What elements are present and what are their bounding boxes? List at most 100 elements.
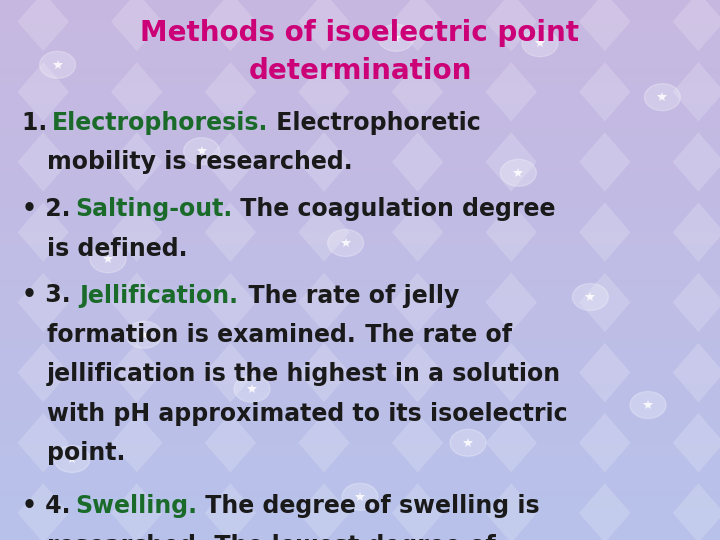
- Polygon shape: [485, 483, 537, 540]
- Polygon shape: [392, 413, 444, 472]
- Polygon shape: [298, 0, 350, 51]
- Polygon shape: [392, 483, 444, 540]
- Text: The rate of jelly: The rate of jelly: [239, 284, 459, 307]
- Polygon shape: [392, 132, 444, 192]
- Text: Jellification.: Jellification.: [80, 284, 239, 307]
- Text: The coagulation degree: The coagulation degree: [232, 197, 556, 221]
- Text: point.: point.: [47, 441, 125, 465]
- Circle shape: [630, 392, 666, 418]
- Polygon shape: [672, 0, 720, 51]
- Polygon shape: [485, 202, 537, 262]
- Polygon shape: [672, 62, 720, 122]
- Polygon shape: [204, 483, 256, 540]
- Polygon shape: [111, 62, 163, 122]
- Text: Electrophoresis.: Electrophoresis.: [52, 111, 268, 134]
- Polygon shape: [111, 273, 163, 332]
- Polygon shape: [298, 343, 350, 402]
- Polygon shape: [672, 132, 720, 192]
- Polygon shape: [579, 0, 631, 51]
- Polygon shape: [111, 202, 163, 262]
- Polygon shape: [204, 62, 256, 122]
- Text: Salting-out.: Salting-out.: [75, 197, 232, 221]
- Polygon shape: [298, 273, 350, 332]
- Polygon shape: [111, 413, 163, 472]
- Circle shape: [522, 30, 558, 57]
- Polygon shape: [298, 62, 350, 122]
- Polygon shape: [111, 343, 163, 402]
- Polygon shape: [579, 413, 631, 472]
- Polygon shape: [17, 62, 69, 122]
- Polygon shape: [672, 413, 720, 472]
- Polygon shape: [111, 483, 163, 540]
- Circle shape: [342, 483, 378, 510]
- Polygon shape: [672, 483, 720, 540]
- Polygon shape: [485, 62, 537, 122]
- Text: The degree of swelling is: The degree of swelling is: [197, 494, 539, 518]
- Text: Swelling.: Swelling.: [75, 494, 197, 518]
- Polygon shape: [579, 132, 631, 192]
- Polygon shape: [17, 483, 69, 540]
- Polygon shape: [672, 343, 720, 402]
- Polygon shape: [485, 132, 537, 192]
- Text: 1.: 1.: [22, 111, 52, 134]
- Polygon shape: [204, 132, 256, 192]
- Circle shape: [90, 246, 126, 273]
- Polygon shape: [17, 202, 69, 262]
- Polygon shape: [579, 343, 631, 402]
- Polygon shape: [579, 202, 631, 262]
- Polygon shape: [204, 413, 256, 472]
- Text: Methods of isoelectric point: Methods of isoelectric point: [140, 19, 580, 47]
- Circle shape: [54, 446, 90, 472]
- Text: • 4.: • 4.: [22, 494, 75, 518]
- Polygon shape: [392, 62, 444, 122]
- Circle shape: [644, 84, 680, 111]
- Text: • 2.: • 2.: [22, 197, 75, 221]
- Polygon shape: [392, 343, 444, 402]
- Text: • 3.: • 3.: [22, 284, 80, 307]
- Polygon shape: [298, 202, 350, 262]
- Polygon shape: [485, 273, 537, 332]
- Polygon shape: [392, 202, 444, 262]
- Polygon shape: [17, 343, 69, 402]
- Circle shape: [126, 321, 162, 348]
- Text: determination: determination: [248, 57, 472, 85]
- Polygon shape: [579, 483, 631, 540]
- Circle shape: [328, 230, 364, 256]
- Text: Electrophoretic: Electrophoretic: [268, 111, 481, 134]
- Polygon shape: [579, 273, 631, 332]
- Polygon shape: [392, 273, 444, 332]
- Polygon shape: [298, 132, 350, 192]
- Text: formation is examined.  The rate of: formation is examined. The rate of: [47, 323, 512, 347]
- Text: jellification is the highest in a solution: jellification is the highest in a soluti…: [47, 362, 561, 386]
- Polygon shape: [204, 202, 256, 262]
- Polygon shape: [204, 273, 256, 332]
- Polygon shape: [298, 483, 350, 540]
- Polygon shape: [298, 413, 350, 472]
- Polygon shape: [579, 62, 631, 122]
- Polygon shape: [672, 202, 720, 262]
- Circle shape: [234, 375, 270, 402]
- Circle shape: [184, 138, 220, 165]
- Polygon shape: [485, 0, 537, 51]
- Polygon shape: [672, 273, 720, 332]
- Text: mobility is researched.: mobility is researched.: [47, 150, 352, 174]
- Circle shape: [378, 24, 414, 51]
- Polygon shape: [17, 413, 69, 472]
- Text: researched.  The lowest degree of: researched. The lowest degree of: [47, 534, 495, 540]
- Circle shape: [572, 284, 608, 310]
- Polygon shape: [204, 0, 256, 51]
- Polygon shape: [17, 132, 69, 192]
- Circle shape: [40, 51, 76, 78]
- Polygon shape: [485, 413, 537, 472]
- Polygon shape: [392, 0, 444, 51]
- Polygon shape: [17, 273, 69, 332]
- Polygon shape: [111, 132, 163, 192]
- Circle shape: [500, 159, 536, 186]
- Polygon shape: [111, 0, 163, 51]
- Circle shape: [450, 429, 486, 456]
- Polygon shape: [17, 0, 69, 51]
- Polygon shape: [204, 343, 256, 402]
- Text: is defined.: is defined.: [47, 237, 187, 260]
- Text: with pH approximated to its isoelectric: with pH approximated to its isoelectric: [47, 402, 567, 426]
- Polygon shape: [485, 343, 537, 402]
